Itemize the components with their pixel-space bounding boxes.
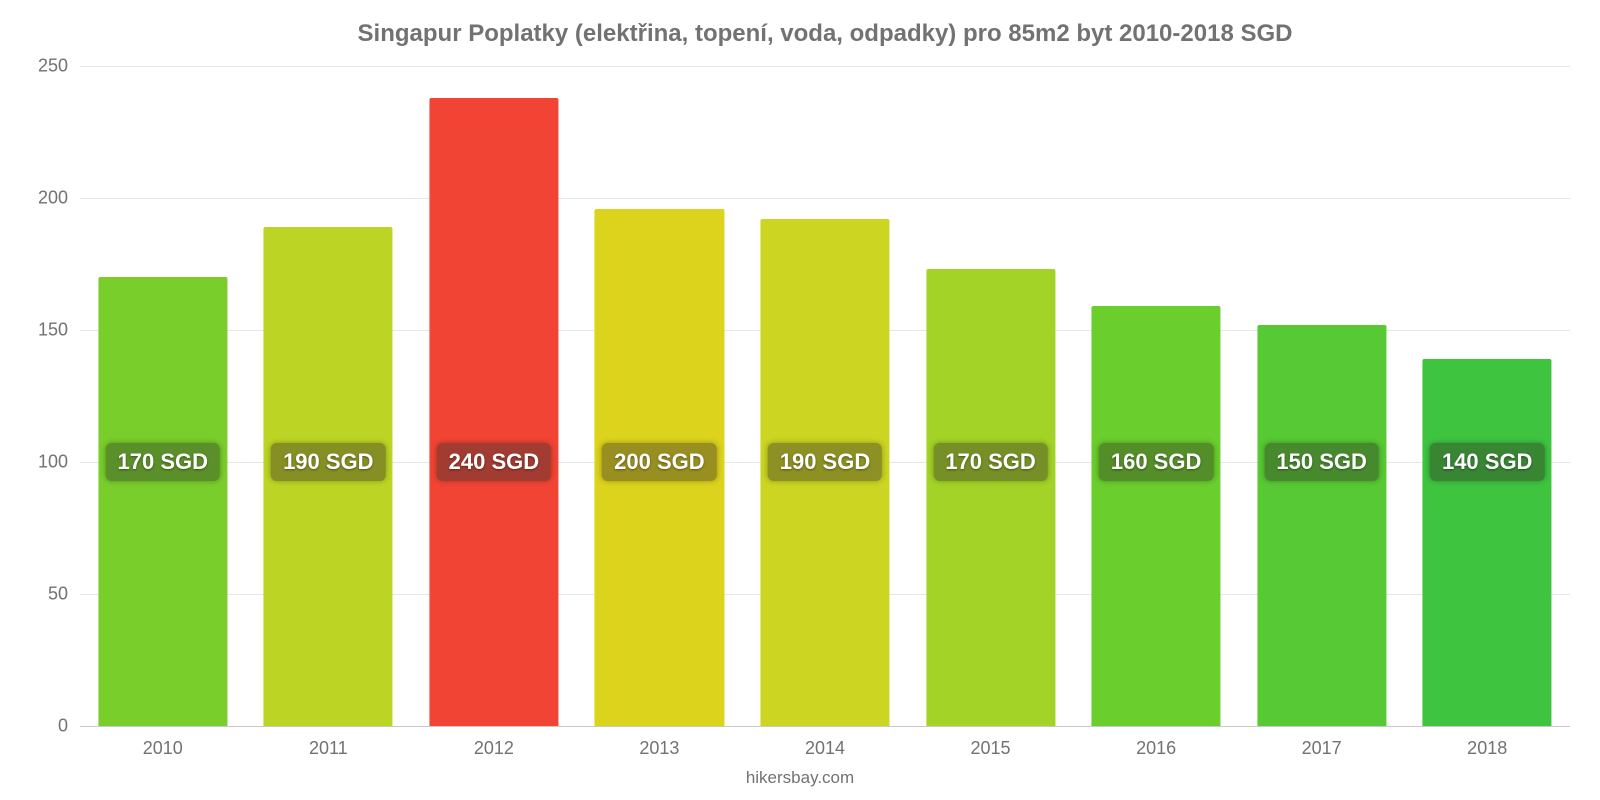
x-tick-label: 2018 <box>1467 726 1507 759</box>
bar <box>1257 325 1386 726</box>
y-tick-label: 150 <box>38 320 80 341</box>
bar-slot: 190 SGD2014 <box>742 66 908 726</box>
y-tick-label: 200 <box>38 188 80 209</box>
chart-container: Singapur Poplatky (elektřina, topení, vo… <box>0 0 1600 800</box>
bar-value-label: 170 SGD <box>933 443 1048 481</box>
y-tick-label: 50 <box>48 584 80 605</box>
bar-slot: 140 SGD2018 <box>1404 66 1570 726</box>
bar-value-label: 160 SGD <box>1099 443 1214 481</box>
y-tick-label: 0 <box>58 716 80 737</box>
bar-slot: 170 SGD2015 <box>908 66 1074 726</box>
x-tick-label: 2011 <box>309 726 348 759</box>
bar <box>926 269 1055 726</box>
bar-slot: 150 SGD2017 <box>1239 66 1405 726</box>
y-tick-label: 100 <box>38 452 80 473</box>
x-tick-label: 2017 <box>1302 726 1342 759</box>
bar-value-label: 190 SGD <box>768 443 883 481</box>
bar-value-label: 240 SGD <box>437 443 552 481</box>
bar-slot: 160 SGD2016 <box>1073 66 1239 726</box>
bar-value-label: 140 SGD <box>1430 443 1545 481</box>
bar-slot: 240 SGD2012 <box>411 66 577 726</box>
bar-slot: 170 SGD2010 <box>80 66 246 726</box>
bar <box>429 98 558 726</box>
x-tick-label: 2016 <box>1136 726 1176 759</box>
x-tick-label: 2010 <box>143 726 183 759</box>
plot-area: 050100150200250170 SGD2010190 SGD2011240… <box>80 66 1570 726</box>
bar-value-label: 200 SGD <box>602 443 717 481</box>
bar-value-label: 150 SGD <box>1264 443 1379 481</box>
chart-title: Singapur Poplatky (elektřina, topení, vo… <box>80 20 1570 48</box>
x-tick-label: 2013 <box>639 726 679 759</box>
bar-value-label: 170 SGD <box>106 443 221 481</box>
attribution-text: hikersbay.com <box>0 768 1600 788</box>
bar <box>1423 359 1552 726</box>
x-tick-label: 2014 <box>805 726 845 759</box>
x-tick-label: 2015 <box>971 726 1011 759</box>
bar <box>98 277 227 726</box>
bar-value-label: 190 SGD <box>271 443 386 481</box>
bar-slot: 190 SGD2011 <box>246 66 412 726</box>
y-tick-label: 250 <box>38 56 80 77</box>
bar-slot: 200 SGD2013 <box>577 66 743 726</box>
bar <box>1092 306 1221 726</box>
x-tick-label: 2012 <box>474 726 514 759</box>
